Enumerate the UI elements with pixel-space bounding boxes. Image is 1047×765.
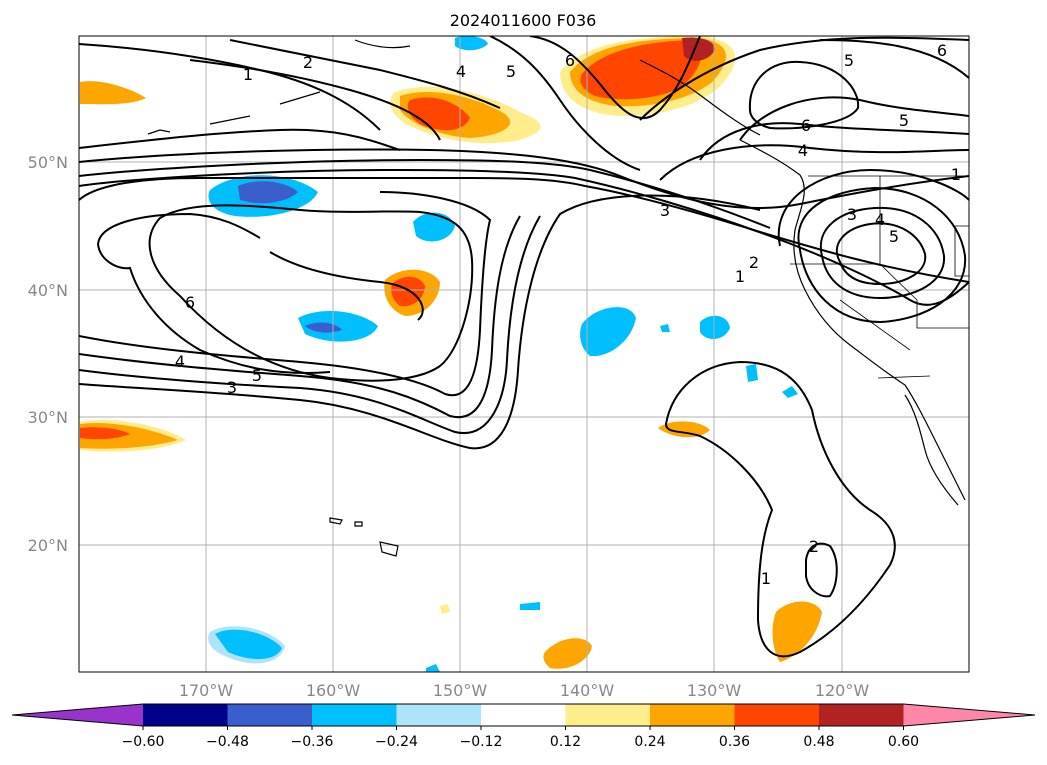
contour-label: 5	[899, 111, 909, 130]
anomaly-negative	[238, 181, 298, 204]
colorbar-bin	[227, 704, 312, 726]
lon-label: 150°W	[433, 681, 488, 700]
contour-label: 5	[844, 51, 854, 70]
colorbar-tick-label: 0.60	[888, 734, 919, 750]
colorbar-bin	[734, 704, 819, 726]
contour-label: 3	[847, 205, 857, 224]
colorbar-tick-label: 0.48	[803, 734, 834, 750]
colorbar-tick-label: 0.36	[719, 734, 750, 750]
colorbar-tick-label: 0.12	[550, 734, 581, 750]
contour-label: 5	[506, 62, 516, 81]
contour-label: 5	[252, 366, 262, 385]
anomaly-negative	[413, 212, 455, 242]
lon-label: 120°W	[815, 681, 870, 700]
lat-label: 30°N	[28, 408, 68, 427]
shaded-anomalies	[80, 36, 822, 672]
anomaly-negative	[215, 629, 282, 660]
contour-label: 2	[303, 53, 313, 72]
colorbar-bin	[819, 704, 904, 726]
anomaly-positive	[440, 604, 450, 614]
contour-label-group: 1 2 4 5 6 6 5 6 5 4 1 3 3 4 5 2 1 6 4 5 …	[175, 41, 961, 588]
anomaly-negative	[580, 307, 636, 357]
anomaly-positive	[658, 421, 710, 438]
anomaly-negative	[746, 364, 758, 382]
anomaly-positive	[580, 40, 701, 100]
anomaly-negative	[782, 386, 798, 398]
lon-label: 140°W	[560, 681, 615, 700]
colorbar-extend-low	[12, 704, 143, 726]
anomaly-negative	[700, 315, 730, 340]
colorbar-bin	[565, 704, 650, 726]
latitude-labels: 50°N 40°N 30°N 20°N	[28, 153, 68, 555]
contour-label: 5	[889, 227, 899, 246]
contour-label: 3	[660, 201, 670, 220]
anomaly-negative	[660, 324, 670, 332]
contour-label: 1	[243, 65, 253, 84]
longitude-labels: 170°W 160°W 150°W 140°W 130°W 120°W	[179, 681, 870, 700]
map-panel: 1 2 4 5 6 6 5 6 5 4 1 3 3 4 5 2 1 6 4 5 …	[79, 36, 969, 672]
lat-label: 20°N	[28, 536, 68, 555]
contour-label: 6	[565, 51, 575, 70]
contour-label: 6	[937, 41, 947, 60]
colorbar-tick-label: −0.24	[375, 734, 418, 750]
contour-label: 1	[735, 267, 745, 286]
anomaly-negative	[298, 311, 378, 342]
anomaly-positive	[80, 427, 130, 440]
colorbar-bin	[312, 704, 397, 726]
anomaly-negative	[455, 36, 488, 51]
lat-label: 50°N	[28, 153, 68, 172]
map-title: 2024011600 F036	[450, 11, 597, 30]
lon-label: 130°W	[687, 681, 742, 700]
colorbar: −0.60 −0.48 −0.36 −0.24 −0.12 0.12 0.24 0.36 0.4…	[11, 703, 1036, 750]
contour-label: 2	[809, 537, 819, 556]
colorbar-tick-label: −0.36	[291, 734, 334, 750]
contour-label: 1	[761, 569, 771, 588]
contour-label: 4	[875, 210, 885, 229]
contour-label: 4	[175, 352, 185, 371]
contour-label: 6	[185, 293, 195, 312]
contour-label: 3	[227, 378, 237, 397]
anomaly-positive	[543, 638, 592, 669]
political-borders	[790, 175, 969, 379]
colorbar-tick-label: 0.24	[634, 734, 665, 750]
map-frame	[78, 35, 970, 673]
colorbar-tick-label: −0.12	[460, 734, 503, 750]
anomaly-negative	[426, 664, 440, 672]
anomaly-positive	[682, 37, 715, 61]
contour-label: 4	[456, 62, 466, 81]
lon-label: 170°W	[179, 681, 234, 700]
anomaly-positive	[772, 601, 822, 662]
colorbar-bin	[481, 704, 566, 726]
lon-label: 160°W	[306, 681, 361, 700]
contour-label: 4	[798, 141, 808, 160]
contour-label: 2	[749, 253, 759, 272]
colorbar-extend-high	[903, 704, 1035, 726]
colorbar-bin	[396, 704, 481, 726]
colorbar-bin	[650, 704, 735, 726]
colorbar-tick-label: −0.60	[122, 734, 165, 750]
anomaly-negative	[520, 602, 540, 610]
contour-label: 6	[801, 116, 811, 135]
coastlines	[147, 39, 966, 557]
anomaly-positive	[391, 276, 425, 307]
lat-label: 40°N	[28, 281, 68, 300]
contour-label: 1	[951, 165, 961, 184]
colorbar-tick-label: −0.48	[206, 734, 249, 750]
contour-lines	[79, 36, 969, 658]
colorbar-bin	[143, 704, 228, 726]
anomaly-positive	[80, 81, 146, 105]
